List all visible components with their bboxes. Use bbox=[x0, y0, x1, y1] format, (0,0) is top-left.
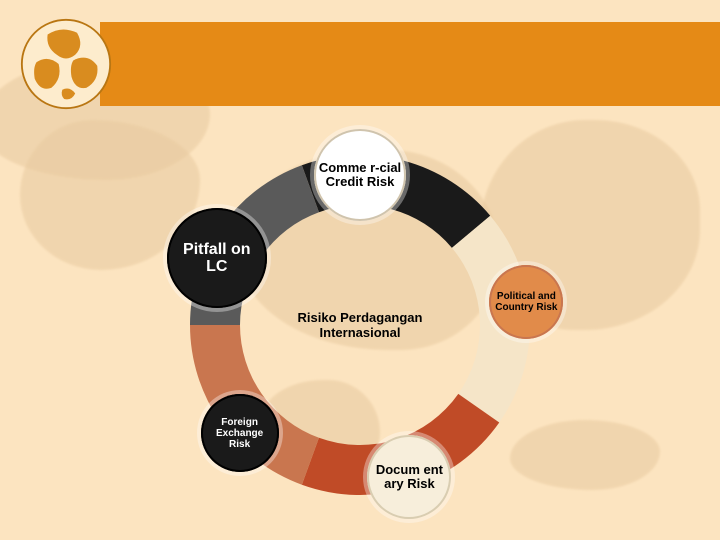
risk-node-documentary: Docum ent ary Risk bbox=[367, 435, 451, 519]
risk-node-fx: Foreign Exchange Risk bbox=[201, 394, 279, 472]
risk-node-pitfall: Pitfall on LC bbox=[167, 208, 267, 308]
center-text: Risiko Perdagangan Internasional bbox=[298, 310, 423, 340]
title-bar bbox=[100, 22, 720, 106]
risk-node-political: Political and Country Risk bbox=[489, 265, 563, 339]
risk-node-label: Political and Country Risk bbox=[489, 287, 563, 317]
risk-node-label: Pitfall on LC bbox=[167, 237, 267, 280]
risk-node-label: Comme r-cial Credit Risk bbox=[314, 157, 406, 194]
risk-node-commercial: Comme r-cial Credit Risk bbox=[314, 129, 406, 221]
risk-node-label: Foreign Exchange Risk bbox=[201, 413, 279, 454]
diagram-center-label: Risiko Perdagangan Internasional bbox=[267, 310, 453, 340]
globe-icon bbox=[20, 18, 112, 110]
risk-node-label: Docum ent ary Risk bbox=[367, 459, 451, 496]
risk-cycle-diagram: Risiko Perdagangan Internasional Comme r… bbox=[165, 130, 555, 520]
